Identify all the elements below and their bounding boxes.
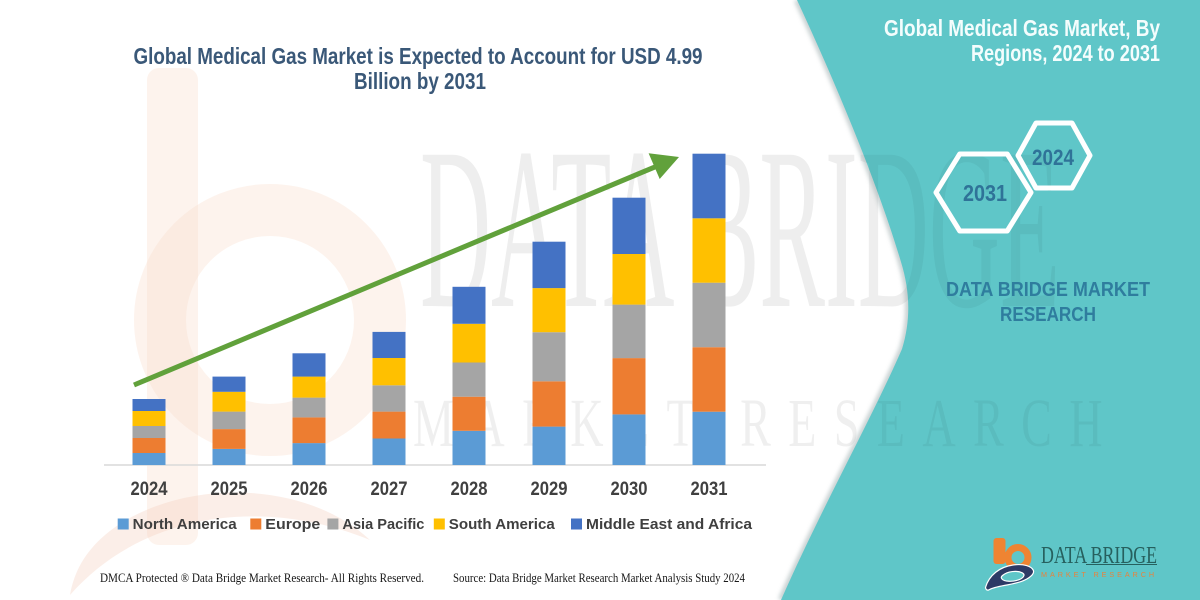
svg-text:Asia Pacific: Asia Pacific <box>342 516 424 533</box>
svg-text:2024: 2024 <box>131 479 168 500</box>
svg-text:2029: 2029 <box>531 479 568 500</box>
svg-text:DATA BRIDGE MARKET: DATA BRIDGE MARKET <box>946 279 1150 301</box>
svg-text:2025: 2025 <box>211 479 248 500</box>
svg-text:Source: Data Bridge Market Res: Source: Data Bridge Market Research Mark… <box>453 571 746 585</box>
svg-text:Global Medical Gas Market is E: Global Medical Gas Market is Expected to… <box>134 43 703 69</box>
svg-text:Billion by 2031: Billion by 2031 <box>354 68 486 94</box>
svg-text:Regions, 2024 to 2031: Regions, 2024 to 2031 <box>971 40 1160 66</box>
svg-text:North America: North America <box>133 516 238 533</box>
svg-text:Europe: Europe <box>265 516 320 533</box>
svg-text:2028: 2028 <box>451 479 488 500</box>
svg-text:2031: 2031 <box>963 180 1007 206</box>
svg-text:MARKET RESEARCH: MARKET RESEARCH <box>1041 570 1157 579</box>
svg-text:2026: 2026 <box>291 479 328 500</box>
svg-text:DMCA Protected ® Data Bridge M: DMCA Protected ® Data Bridge Market Rese… <box>100 571 424 585</box>
svg-text:DATA BRIDGE: DATA BRIDGE <box>1041 543 1157 569</box>
svg-text:South America: South America <box>449 516 556 533</box>
svg-text:2024: 2024 <box>1032 145 1075 170</box>
svg-text:2030: 2030 <box>611 479 648 500</box>
svg-text:Global Medical Gas Market, By: Global Medical Gas Market, By <box>884 15 1160 41</box>
svg-text:2027: 2027 <box>371 479 408 500</box>
svg-text:RESEARCH: RESEARCH <box>1000 304 1096 326</box>
svg-text:2031: 2031 <box>691 479 728 500</box>
svg-text:Middle East and Africa: Middle East and Africa <box>586 516 753 533</box>
